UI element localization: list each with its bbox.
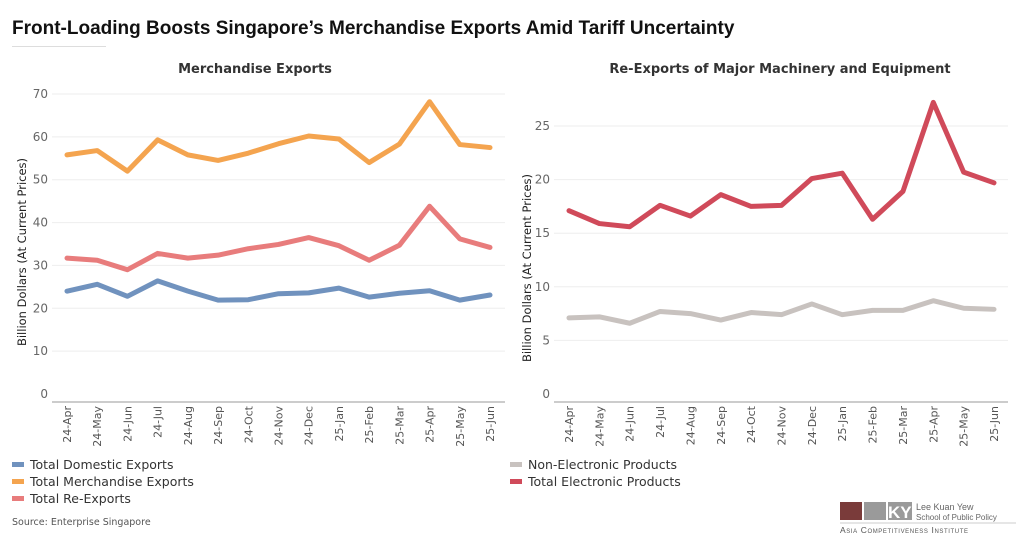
y-tick-label: 25 [535,119,550,133]
x-tick-label: 24-Sep [715,406,728,445]
right-chart-title: Re-Exports of Major Machinery and Equipm… [609,62,951,77]
x-tick-label: 25-Jan [836,406,849,442]
x-tick-label: 24-Apr [61,406,74,443]
series-line [64,203,493,273]
x-tick-label: 24-Oct [745,405,758,443]
x-tick-label: 25-Feb [363,406,376,443]
logo-line3: Asia Competitiveness Institute [840,525,969,535]
y-tick-label: 5 [542,333,550,347]
x-tick-label: 24-Aug [182,406,195,445]
legend-label: Non-Electronic Products [528,457,677,472]
legend-item: Total Domestic Exports [12,456,194,473]
legend-swatch [12,496,24,501]
logo-line2: School of Public Policy [916,513,997,522]
series-line [566,99,997,230]
x-tick-label: 24-Nov [273,406,286,446]
x-tick-label: 24-Sep [212,406,225,445]
x-tick-label: 25-Jan [333,406,346,442]
svg-text:KY: KY [888,503,912,522]
y-tick-label: 15 [535,226,550,240]
page-title: Front-Loading Boosts Singapore’s Merchan… [12,18,735,39]
x-tick-label: 25-May [454,406,467,447]
legend-label: Total Re-Exports [30,491,131,506]
x-tick-label: 24-Oct [242,405,255,443]
series-total-merchandise-exports [64,99,493,174]
y-axis-label: Billion Dollars (At Current Prices) [15,158,29,346]
series-line [64,278,493,303]
legend-item: Total Merchandise Exports [12,473,194,490]
y-tick-label: 20 [33,301,48,315]
x-tick-label: 25-Jun [484,406,497,442]
x-tick-label: 24-Jun [624,406,637,442]
y-tick-label: 0 [542,387,550,401]
y-axis-label: Billion Dollars (At Current Prices) [520,174,534,362]
x-tick-label: 25-Mar [897,406,910,445]
legend-swatch [510,462,522,467]
legend-swatch [510,479,522,484]
y-tick-label: 70 [33,87,48,101]
x-tick-label: 24-Jul [152,406,165,438]
y-tick-label: 50 [33,173,48,187]
x-tick-label: 25-Apr [424,406,437,443]
legend-label: Total Domestic Exports [30,457,174,472]
x-tick-label: 24-Jun [121,406,134,442]
x-tick-label: 24-Jul [654,406,667,438]
y-tick-label: 30 [33,258,48,272]
series-line [566,298,997,326]
left-legend: Total Domestic Exports Total Merchandise… [12,456,194,507]
x-tick-label: 24-Apr [563,406,576,443]
x-tick-label: 25-Mar [393,406,406,445]
series-total-re-exports [64,203,493,273]
legend-item: Total Electronic Products [510,473,681,490]
left-chart-title: Merchandise Exports [178,62,332,77]
legend-item: Total Re-Exports [12,490,194,507]
legend-item: Non-Electronic Products [510,456,681,473]
x-tick-label: 25-May [958,406,971,447]
legend-label: Total Electronic Products [528,474,681,489]
legend-swatch [12,462,24,467]
series-non-electronic-products [566,298,997,326]
y-tick-label: 0 [40,387,48,401]
y-tick-label: 10 [535,280,550,294]
lky-aci-logo: KY Lee Kuan Yew School of Public Policy … [840,500,1020,536]
series-total-domestic-exports [64,278,493,303]
x-tick-label: 24-Nov [776,406,789,446]
legend-swatch [12,479,24,484]
x-tick-label: 25-Jun [988,406,1001,442]
x-tick-label: 24-May [91,406,104,447]
x-tick-label: 25-Apr [927,406,940,443]
y-tick-label: 20 [535,173,550,187]
source-note: Source: Enterprise Singapore [12,517,151,528]
series-total-electronic-products [566,99,997,230]
y-tick-label: 10 [33,344,48,358]
x-tick-label: 24-May [593,406,606,447]
x-tick-label: 25-Feb [867,406,880,443]
logo-line1: Lee Kuan Yew [916,502,974,512]
x-tick-label: 24-Dec [806,406,819,445]
x-tick-label: 24-Aug [684,406,697,445]
right-legend: Non-Electronic Products Total Electronic… [510,456,681,490]
title-divider [12,46,106,47]
legend-label: Total Merchandise Exports [30,474,194,489]
y-tick-label: 60 [33,130,48,144]
y-tick-label: 40 [33,216,48,230]
x-tick-label: 24-Dec [303,406,316,445]
